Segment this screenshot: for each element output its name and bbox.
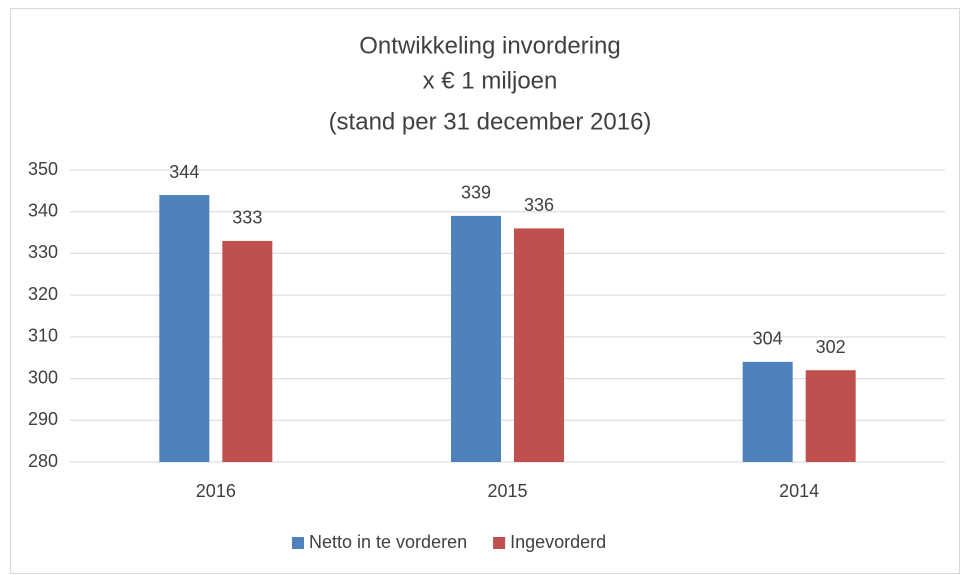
x-tick-label: 2015 bbox=[487, 481, 527, 501]
bar bbox=[222, 240, 273, 462]
y-tick-label: 330 bbox=[28, 242, 58, 262]
legend-swatch bbox=[493, 537, 506, 549]
data-label: 302 bbox=[816, 337, 846, 357]
y-tick-label: 350 bbox=[28, 159, 58, 179]
y-tick-label: 320 bbox=[28, 284, 58, 304]
bar bbox=[451, 215, 501, 462]
bar bbox=[159, 195, 210, 462]
data-label: 339 bbox=[461, 183, 491, 203]
legend-label: Ingevorderd bbox=[510, 532, 606, 552]
chart-title: Ontwikkeling invordering bbox=[359, 32, 620, 59]
chart-subtitle: (stand per 31 december 2016) bbox=[329, 108, 652, 135]
legend-swatch bbox=[292, 537, 304, 549]
legend-label: Netto in te vorderen bbox=[309, 532, 467, 552]
data-label: 344 bbox=[169, 162, 199, 182]
data-label: 333 bbox=[232, 208, 262, 228]
bar bbox=[742, 361, 793, 462]
y-tick-label: 280 bbox=[28, 451, 58, 471]
bar bbox=[514, 228, 564, 462]
chart-subtitle: x € 1 miljoen bbox=[423, 67, 558, 94]
data-label: 304 bbox=[753, 329, 783, 349]
bar bbox=[805, 370, 856, 462]
y-tick-label: 310 bbox=[28, 326, 58, 346]
data-label: 336 bbox=[524, 195, 554, 215]
x-tick-label: 2014 bbox=[779, 481, 819, 501]
y-tick-label: 340 bbox=[28, 200, 58, 220]
y-tick-label: 290 bbox=[28, 409, 58, 429]
y-tick-label: 300 bbox=[28, 367, 58, 387]
x-tick-label: 2016 bbox=[196, 481, 236, 501]
